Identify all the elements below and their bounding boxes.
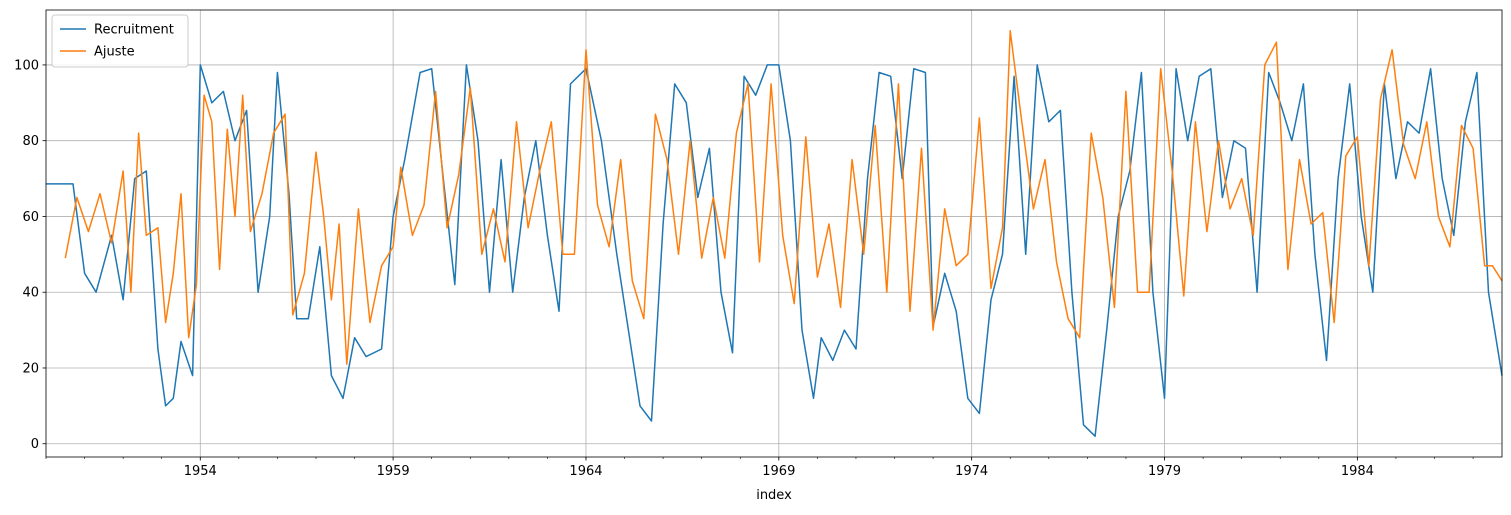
x-tick-label: 1974 <box>955 464 988 479</box>
legend <box>51 14 189 68</box>
axes-frame <box>45 9 1503 458</box>
legend-label: Ajuste <box>94 45 135 60</box>
series-line-ajuste <box>64 30 1503 365</box>
y-tick-label: 40 <box>22 286 39 301</box>
y-tick-label: 100 <box>14 58 39 73</box>
y-tick-label: 20 <box>22 361 39 376</box>
x-tick-label: 1969 <box>762 464 795 479</box>
x-tick-label: 1964 <box>569 464 602 479</box>
y-tick-label: 60 <box>22 210 39 225</box>
legend-label: Recruitment <box>94 23 174 38</box>
x-tick-label: 1954 <box>184 464 217 479</box>
x-tick-label: 1979 <box>1148 464 1181 479</box>
plot-area <box>46 10 1502 457</box>
x-tick-label: 1984 <box>1341 464 1374 479</box>
x-tick-label: 1959 <box>377 464 410 479</box>
y-tick-label: 0 <box>31 437 39 452</box>
y-tick-label: 80 <box>22 134 39 149</box>
x-axis-label: index <box>756 488 792 503</box>
